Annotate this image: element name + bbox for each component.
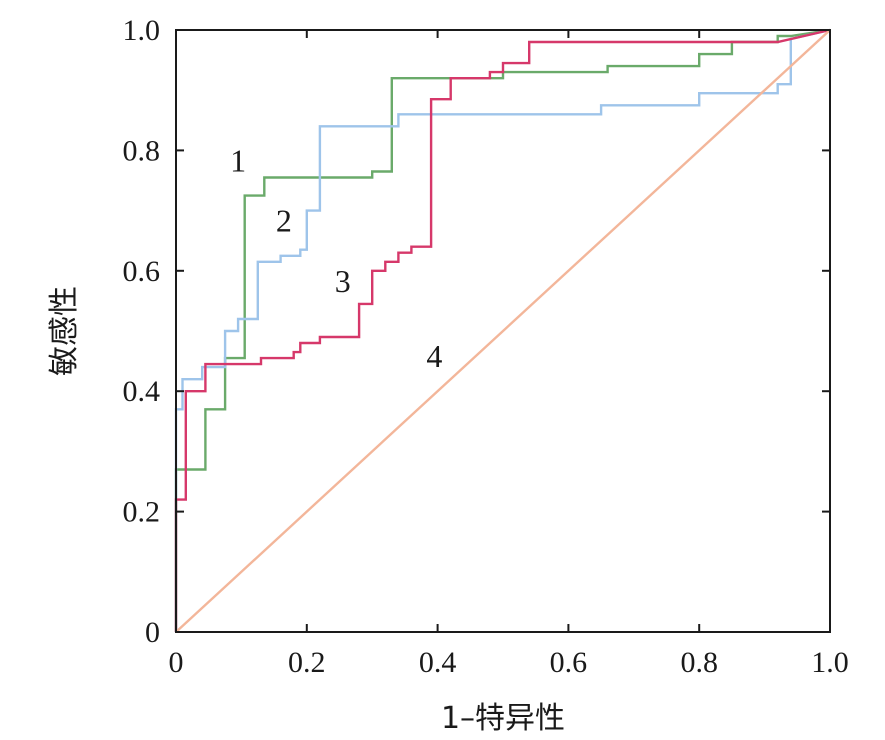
- axis-ticks: 0 0.2 0.4 0.6 0.8 1.0 0 0.2 0.4 0.6 0.8 1.0: [123, 14, 849, 679]
- y-tick-label: 0.6: [123, 255, 161, 288]
- roc-curve-1: [174, 28, 831, 632]
- y-tick-label: 0.8: [123, 134, 161, 167]
- roc-curves: [174, 28, 831, 633]
- x-tick-label: 0.2: [288, 646, 326, 679]
- x-tick-label: 0.6: [550, 646, 588, 679]
- plot-frame: [175, 29, 831, 633]
- curve-label-3: 3: [335, 263, 351, 299]
- y-tick-label: 0.4: [123, 375, 161, 408]
- y-tick-label: 1.0: [123, 14, 161, 47]
- x-tick-label: 0.8: [680, 646, 718, 679]
- curve-label-1: 1: [230, 142, 246, 178]
- curve-label-4: 4: [426, 338, 442, 374]
- y-tick-label: 0.2: [123, 496, 161, 529]
- curve-label-2: 2: [276, 203, 292, 239]
- y-axis-title: 敏感性: [47, 286, 82, 376]
- roc-curve-2: [174, 28, 831, 632]
- roc-curve-4: [175, 29, 831, 633]
- x-tick-label: 1.0: [811, 646, 849, 679]
- y-tick-label: 0: [145, 616, 160, 649]
- x-tick-label: 0.4: [419, 646, 457, 679]
- x-axis-title: 1–特异性: [441, 701, 565, 736]
- x-tick-label: 0: [169, 646, 184, 679]
- curve-labels: 12 3 4: [230, 142, 442, 374]
- roc-curve-3: [174, 28, 831, 632]
